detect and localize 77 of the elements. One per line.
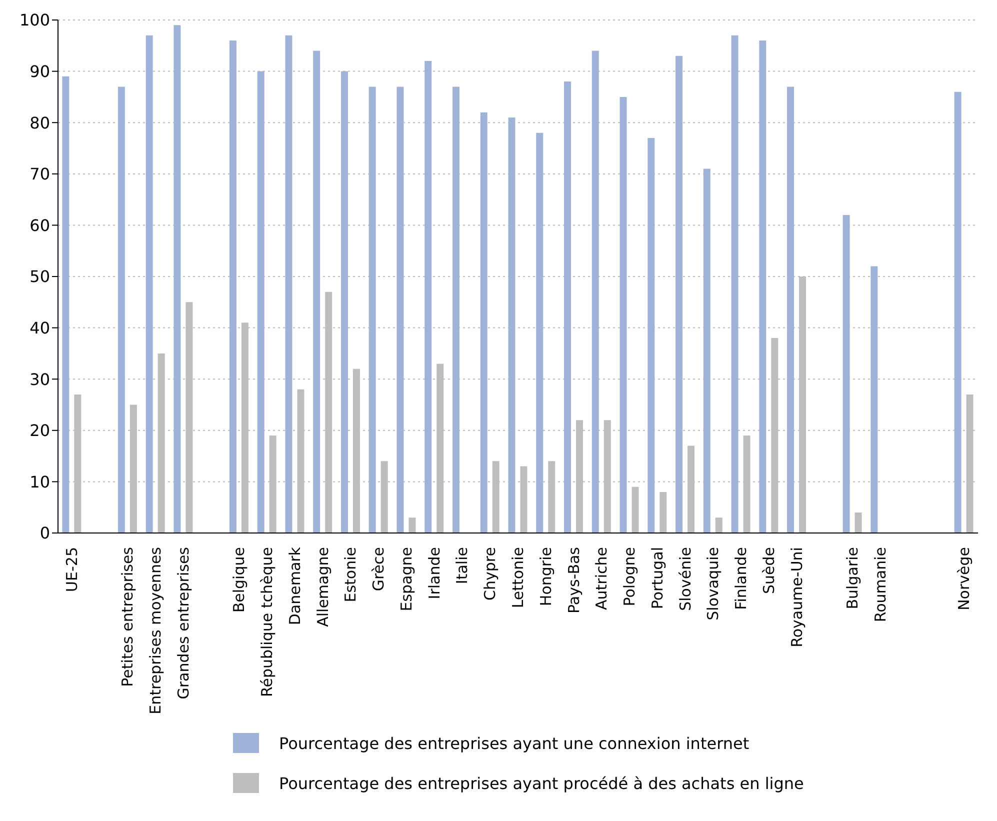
bar: [703, 168, 710, 533]
bar: [676, 56, 683, 533]
x-tick-label: Allemagne: [314, 547, 332, 627]
x-tick-label: Grandes entreprises: [174, 546, 192, 700]
x-tick-label: Bulgarie: [844, 547, 862, 610]
x-tick-label: Danemark: [286, 546, 304, 626]
x-tick-label: Finlande: [732, 547, 750, 610]
x-tick-label: Suède: [760, 547, 778, 594]
bar: [146, 35, 153, 533]
x-tick-label: Irlande: [425, 547, 444, 600]
bar: [352, 368, 360, 533]
x-tick-label: Lettonie: [509, 547, 527, 608]
x-tick-label: République tchèque: [258, 547, 276, 698]
bar: [787, 86, 794, 533]
y-tick-label: 70: [30, 164, 50, 184]
y-tick-label: 40: [30, 318, 50, 338]
bar: [731, 35, 738, 533]
x-tick-label: Entreprises moyennes: [146, 546, 165, 714]
bar: [536, 132, 544, 533]
x-tick-label: Belgique: [230, 547, 248, 613]
bar: [632, 486, 639, 533]
bar: [158, 353, 165, 533]
bar: [954, 92, 962, 533]
bar: [174, 25, 181, 533]
y-tick-label: 0: [40, 524, 50, 543]
bar: [842, 214, 850, 533]
bar: [870, 266, 878, 533]
bar: [396, 86, 404, 533]
bar: [648, 138, 655, 533]
x-tick-label: Espagne: [397, 547, 416, 612]
bar: [313, 50, 320, 533]
bar: [548, 461, 556, 533]
y-tick-label: 100: [19, 10, 50, 30]
x-tick-label: Slovaquie: [704, 547, 722, 620]
y-tick-label: 20: [30, 421, 50, 440]
x-tick-label: Norvège: [955, 547, 974, 610]
bar: [620, 96, 627, 533]
y-tick-label: 60: [30, 216, 50, 235]
x-tick-label: Slovénie: [676, 547, 694, 611]
x-tick-label: Autriche: [592, 547, 611, 610]
bar: [118, 86, 125, 533]
x-tick-label: Portugal: [648, 547, 666, 610]
x-tick-label: Pologne: [620, 547, 639, 606]
bar: [368, 86, 376, 533]
x-tick-label: Petites entreprises: [118, 546, 137, 687]
x-tick-label: Grèce: [370, 547, 388, 592]
x-tick-label: Italie: [453, 547, 472, 584]
y-tick-label: 10: [30, 472, 50, 492]
bar: [229, 40, 236, 533]
bar: [854, 512, 862, 533]
bar: [452, 86, 460, 533]
bar: [759, 40, 766, 533]
bar: [592, 50, 599, 533]
y-tick-label: 30: [30, 370, 50, 389]
bar: [480, 112, 488, 533]
legend-label: Pourcentage des entreprises ayant une connexion internet: [279, 734, 750, 752]
bar: [715, 518, 722, 533]
x-tick-label: Roumanie: [871, 547, 890, 622]
bar: [62, 76, 70, 533]
bar: [257, 71, 264, 533]
x-tick-label: Royaume-Uni: [788, 547, 806, 648]
bar: [424, 61, 432, 533]
y-tick-label: 90: [30, 62, 50, 81]
x-tick-label: Pays-Bas: [564, 546, 583, 614]
bar: [660, 492, 667, 533]
bar: [508, 117, 516, 533]
x-tick-label: Hongrie: [536, 547, 555, 606]
y-tick-label: 80: [30, 113, 50, 132]
legend-label: Pourcentage des entreprises ayant procédé à des achats en ligne: [279, 774, 804, 792]
bar: [340, 71, 348, 533]
bar: [564, 82, 571, 533]
bar: [408, 518, 416, 533]
x-tick-label: UE-25: [62, 547, 81, 592]
x-tick-label: Chypre: [481, 547, 500, 600]
y-tick-label: 50: [30, 267, 50, 286]
x-tick-label: Estonie: [342, 547, 360, 602]
bar: [285, 35, 292, 533]
